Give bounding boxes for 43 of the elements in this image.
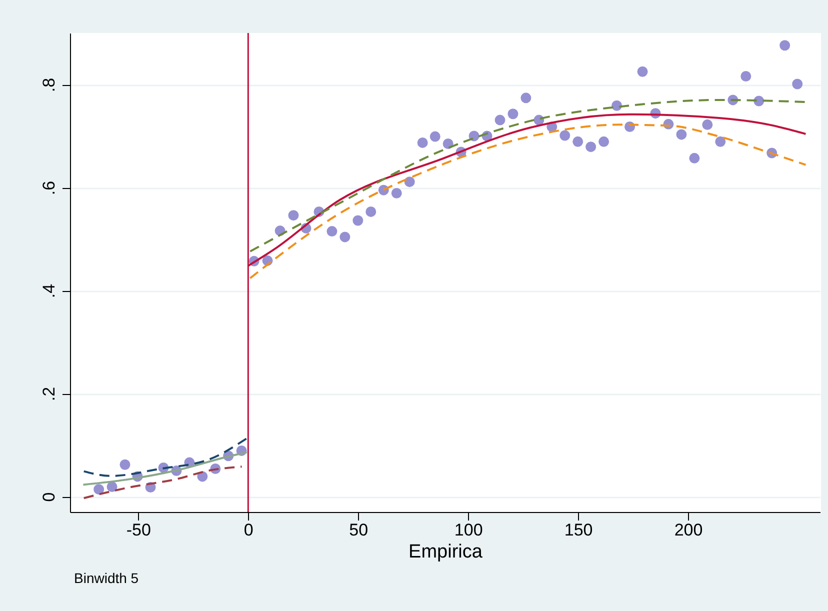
point — [572, 136, 584, 147]
point — [560, 130, 570, 141]
point — [94, 484, 104, 495]
y-tick-label: 0 — [40, 492, 58, 502]
point — [417, 137, 428, 148]
point — [780, 40, 790, 51]
point — [106, 482, 118, 492]
point — [702, 119, 713, 130]
point — [391, 188, 402, 198]
text: Binwidth 5 — [74, 570, 139, 586]
x-tick-label: -50 — [126, 520, 151, 540]
point — [792, 78, 803, 90]
x-tick-label: 150 — [564, 520, 593, 540]
point — [740, 71, 752, 82]
point — [366, 206, 376, 217]
y-tick-label: .8 — [40, 78, 58, 92]
point — [404, 176, 415, 188]
point — [612, 100, 622, 111]
point — [326, 226, 338, 237]
point — [586, 142, 596, 152]
point — [598, 136, 610, 147]
point — [352, 215, 364, 226]
point — [508, 108, 518, 120]
x-tick-label: 200 — [674, 520, 703, 540]
line-series — [82, 437, 248, 477]
point — [430, 131, 440, 142]
x-tick-label: 100 — [454, 520, 483, 540]
line-series — [249, 98, 807, 252]
y-tick-label: .6 — [40, 180, 58, 196]
point — [120, 459, 130, 470]
point — [689, 152, 700, 164]
point — [288, 210, 299, 221]
point — [520, 92, 532, 104]
x-tick-label: 50 — [349, 520, 368, 540]
point — [494, 114, 506, 126]
point — [637, 66, 648, 77]
point — [715, 136, 726, 147]
point — [340, 232, 350, 242]
y-tick-label: .2 — [40, 386, 58, 402]
x-tick-label: 0 — [244, 520, 254, 540]
y-tick-label: .4 — [40, 284, 58, 298]
point — [676, 129, 687, 140]
x-axis-title: Empirica — [408, 542, 483, 562]
